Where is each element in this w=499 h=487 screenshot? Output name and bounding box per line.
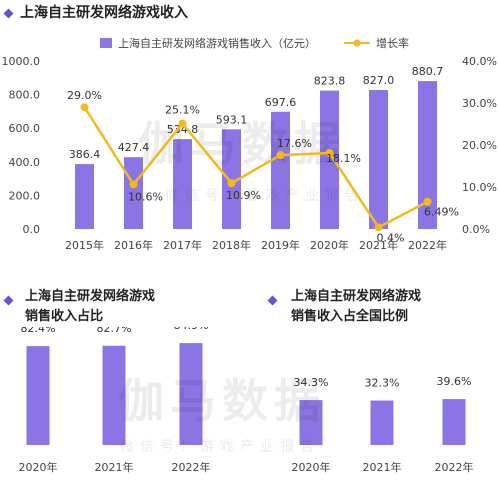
share-x-axis-label: 2020年: [292, 460, 331, 474]
growth-rate-line: [83, 106, 429, 229]
share-bar-value-label: 82.7%: [97, 327, 132, 335]
growth-rate-point: [423, 197, 432, 206]
left-axis-tick-label: 0.0: [23, 223, 41, 236]
revenue-bar: [320, 90, 339, 230]
share-bar: [442, 399, 466, 445]
share-x-axis-label: 2020年: [19, 460, 58, 474]
revenue-bar: [418, 81, 437, 229]
growth-rate-point: [178, 119, 187, 128]
right-axis-tick-label: 20.0%: [462, 139, 497, 152]
x-axis-year-label: 2019年: [261, 238, 300, 252]
share-x-axis-label: 2021年: [95, 460, 134, 474]
growth-rate-label: 0.4%: [377, 231, 405, 244]
revenue-bar: [222, 129, 241, 229]
share-x-axis-label: 2022年: [435, 460, 474, 474]
legend-bar-label: 上海自主研发网络游戏销售收入（亿元）: [118, 36, 316, 50]
revenue-bar: [75, 164, 94, 229]
left-axis-tick-label: 1000.0: [2, 55, 41, 68]
share-x-axis-label: 2021年: [363, 460, 402, 474]
share-chart-left: 82.4% 82.7% 84.9% 2020年 2021年 2022年: [19, 327, 211, 474]
revenue-bar-value-label: 427.4: [118, 141, 150, 154]
share-bar: [102, 345, 126, 445]
growth-rate-label: 10.9%: [226, 189, 261, 202]
legend-bar-swatch: [100, 38, 112, 48]
x-axis-year-label: 2021年: [359, 238, 398, 252]
growth-rate-point: [374, 223, 383, 232]
title-marker-main: [3, 8, 14, 19]
title-marker-bottom-left: [3, 295, 14, 306]
bottom-left-title-line2: 销售收入占比: [25, 309, 104, 324]
share-bar-value-label: 39.6%: [437, 375, 472, 388]
share-bar-value-label: 34.3%: [294, 376, 329, 389]
growth-rate-point: [227, 179, 236, 188]
share-bar-value-label: 82.4%: [21, 327, 56, 335]
share-bar: [26, 346, 50, 445]
x-axis-year-label: 2016年: [114, 238, 153, 252]
legend-line-label: 增长率: [376, 36, 409, 50]
growth-rate-label: 6.49%: [424, 206, 459, 219]
x-axis-year-label: 2015年: [65, 238, 104, 252]
share-bar: [179, 343, 203, 445]
growth-rate-point: [129, 180, 138, 189]
bottom-left-title-line1: 上海自主研发网络游戏: [25, 289, 156, 304]
main-combo-chart: 上海自主研发网络游戏销售收入（亿元） 增长率 0.0 200.0 400.0 600.…: [2, 36, 497, 252]
watermark-brand-top: 伽马数据: [138, 117, 346, 171]
revenue-bar: [173, 139, 192, 229]
x-axis-year-label: 2018年: [212, 238, 251, 252]
bottom-right-title-line2: 销售收入占全国比例: [291, 309, 409, 324]
legend-line-marker: [353, 39, 361, 47]
growth-rate-label: 17.6%: [277, 137, 312, 150]
left-axis-tick-label: 600.0: [9, 122, 41, 135]
bottom-right-title-line1: 上海自主研发网络游戏: [291, 289, 422, 304]
revenue-bar: [271, 111, 290, 229]
growth-rate-point: [276, 151, 285, 160]
revenue-bar: [369, 90, 388, 230]
growth-rate-point: [325, 148, 334, 157]
watermark-sub-top: 微信号：游戏产业报告: [165, 188, 365, 204]
share-bar: [299, 400, 323, 445]
revenue-bar-value-label: 880.7: [412, 65, 444, 78]
left-axis-tick-label: 200.0: [9, 189, 41, 202]
growth-rate-label: 29.0%: [67, 89, 102, 102]
main-chart-title: 上海自主研发网络游戏收入: [20, 5, 188, 21]
share-bar-value-label: 84.9%: [174, 327, 209, 332]
right-axis-tick-label: 30.0%: [462, 97, 497, 110]
revenue-bar-value-label: 823.8: [314, 75, 346, 88]
title-marker-bottom-right: [267, 295, 278, 306]
revenue-bar-value-label: 697.6: [265, 96, 297, 109]
x-axis-year-label: 2020年: [310, 238, 349, 252]
growth-rate-label: 10.6%: [128, 190, 163, 203]
right-axis-tick-label: 10.0%: [462, 181, 497, 194]
share-chart-right: 34.3% 32.3% 39.6% 2020年 2021年 2022年: [292, 375, 474, 474]
revenue-bar-value-label: 386.4: [69, 148, 101, 161]
revenue-bar-value-label: 593.1: [216, 113, 248, 126]
left-axis-tick-label: 800.0: [9, 89, 41, 102]
x-axis-year-label: 2022年: [408, 238, 447, 252]
share-x-axis-label: 2022年: [172, 460, 211, 474]
share-bar-value-label: 32.3%: [365, 377, 400, 390]
share-bar: [370, 400, 394, 445]
right-axis-tick-label: 0.0%: [462, 223, 490, 236]
growth-rate-label: 25.1%: [165, 104, 200, 117]
growth-rate-point: [80, 103, 89, 112]
left-axis-tick-label: 400.0: [9, 156, 41, 169]
revenue-bar-value-label: 827.0: [363, 74, 395, 87]
growth-rate-label: 18.1%: [326, 152, 361, 165]
right-axis-tick-label: 40.0%: [462, 55, 497, 68]
x-axis-year-label: 2017年: [163, 238, 202, 252]
